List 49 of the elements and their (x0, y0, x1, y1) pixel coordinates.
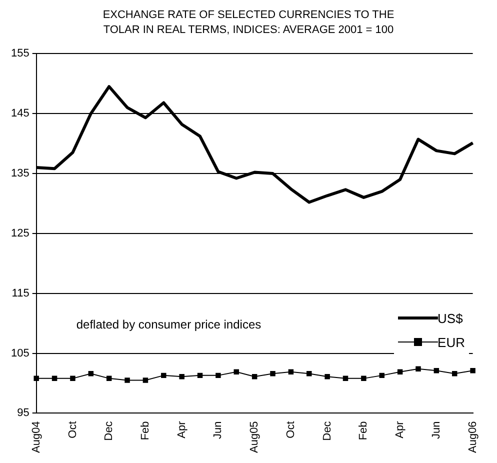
point (52, 376, 58, 382)
y-tick-label: 115 (12, 287, 30, 300)
point (142, 378, 148, 383)
y-tick-label: 135 (10, 167, 30, 180)
point (452, 371, 458, 376)
point (306, 371, 312, 376)
x-tick-label: Apr (394, 420, 406, 438)
x-tick-label: Dec (103, 420, 116, 441)
point (234, 369, 240, 374)
x-tick-label: Apr (176, 420, 188, 438)
point (397, 369, 403, 374)
x-tick-label: Feb (358, 421, 370, 440)
point (106, 376, 112, 382)
y-tick-label: 105 (10, 347, 30, 360)
x-tick-label: Aug05 (248, 421, 261, 454)
point (416, 366, 421, 372)
y-tick-label: 95 (17, 407, 30, 420)
point (197, 372, 203, 378)
point (379, 372, 384, 378)
point (324, 374, 330, 380)
x-tick-label: Jun (430, 421, 442, 439)
point (361, 376, 366, 382)
x-tick-label: Aug06 (466, 421, 479, 454)
point (252, 374, 258, 380)
y-tick-label: 125 (10, 227, 30, 240)
y-tick-label: 145 (10, 108, 30, 120)
point (124, 378, 130, 383)
point (434, 368, 440, 374)
legend-label: US$ (438, 310, 463, 326)
chart-title: EXCHANGE RATE OF SELECTED CURRENCIES TO THE TOLAR IN REAL TERMS, INDICES: AVERAGE 2001 = 100 (102, 8, 396, 38)
y-tick-label: 155 (10, 48, 30, 60)
x-tick-label: Dec (321, 420, 334, 441)
x-tick-label: Oct (284, 421, 297, 438)
point (288, 369, 294, 374)
point (70, 376, 76, 382)
x-tick-label: Oct (66, 421, 79, 438)
x-tick-label: Aug04 (30, 421, 42, 454)
point (470, 368, 476, 374)
annotation: deflated by consumer price indices (76, 318, 262, 332)
x-tick-label: Feb (139, 421, 152, 440)
point (216, 372, 221, 378)
point (88, 371, 94, 376)
point (270, 371, 276, 376)
point (179, 374, 184, 380)
x-tick-label: Jun (212, 421, 224, 439)
point (161, 372, 166, 378)
point (34, 376, 39, 382)
point (342, 376, 348, 382)
legend-label: EUR (438, 334, 465, 350)
